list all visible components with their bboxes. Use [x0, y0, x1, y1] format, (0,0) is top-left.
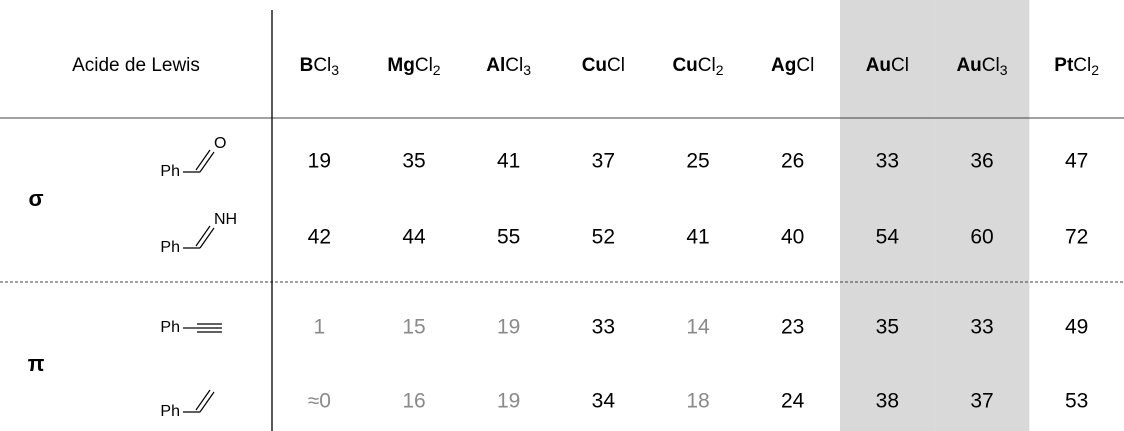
cell-value: 41 — [497, 150, 520, 173]
ligand: Cl — [796, 55, 814, 76]
cell-value: 23 — [781, 316, 804, 339]
cell-value: 47 — [1065, 150, 1088, 173]
metal: Ag — [771, 55, 796, 76]
cell-value: 52 — [592, 226, 615, 249]
cell-value: 34 — [592, 390, 616, 413]
column-header: MgCl2 — [387, 55, 440, 78]
ligand: Cl — [415, 55, 433, 76]
column-header: CuCl2 — [672, 55, 723, 78]
metal: Au — [956, 55, 981, 76]
cell-value: ≈0 — [308, 390, 331, 413]
bond — [199, 227, 215, 249]
metal: Pt — [1054, 55, 1074, 76]
metal: Cu — [672, 55, 697, 76]
cell-value: 26 — [781, 150, 804, 173]
heteroatom: NH — [214, 211, 237, 228]
subscript: 2 — [1091, 62, 1099, 78]
cell-value: 33 — [592, 316, 615, 339]
cell-value: 33 — [876, 150, 899, 173]
ligand: Cl — [1073, 55, 1091, 76]
cell-value: 15 — [402, 316, 425, 339]
cell-value: 35 — [402, 150, 425, 173]
cell-value: 19 — [308, 150, 331, 173]
substituent: Ph — [160, 239, 180, 256]
group-symbol: σ — [28, 186, 43, 211]
metal: Mg — [387, 55, 414, 76]
highlight-band — [934, 0, 1030, 431]
group-symbol: π — [28, 351, 45, 376]
column-header: AuCl — [866, 55, 909, 76]
cell-value: 37 — [970, 390, 993, 413]
cell-value: 72 — [1065, 226, 1088, 249]
ligand: Cl — [698, 55, 716, 76]
cell-value: 54 — [876, 226, 900, 249]
metal: Au — [866, 55, 891, 76]
column-header: AgCl — [771, 55, 814, 76]
bond — [195, 389, 211, 411]
highlight-band — [840, 0, 935, 431]
subscript: 3 — [1000, 62, 1008, 78]
substituent: Ph — [160, 403, 180, 420]
subscript: 2 — [433, 62, 441, 78]
cell-value: 60 — [970, 226, 993, 249]
column-header: AuCl3 — [956, 55, 1007, 78]
cell-value: 38 — [876, 390, 899, 413]
column-header: PtCl2 — [1054, 55, 1099, 78]
cell-value: 40 — [781, 226, 804, 249]
bond — [199, 391, 215, 413]
cell-value: 18 — [686, 390, 709, 413]
heteroatom: O — [214, 135, 226, 152]
ligand: Cl — [982, 55, 1000, 76]
header-label: Acide de Lewis — [72, 55, 200, 76]
cell-value: 36 — [970, 150, 993, 173]
column-header: BCl3 — [300, 55, 340, 78]
cell-value: 53 — [1065, 390, 1088, 413]
ligand: Cl — [313, 55, 331, 76]
cell-value: 19 — [497, 390, 520, 413]
cell-value: 55 — [497, 226, 520, 249]
bond — [195, 225, 211, 247]
cell-value: 37 — [592, 150, 615, 173]
column-header: CuCl — [582, 55, 625, 76]
cell-value: 1 — [313, 316, 325, 339]
cell-value: 42 — [308, 226, 331, 249]
ligand: Cl — [505, 55, 523, 76]
cell-value: 24 — [781, 390, 805, 413]
cell-value: 19 — [497, 316, 520, 339]
subscript: 3 — [523, 62, 531, 78]
cell-value: 44 — [402, 226, 426, 249]
ligand: Cl — [607, 55, 625, 76]
metal: B — [300, 55, 314, 76]
cell-value: 33 — [970, 316, 993, 339]
subscript: 3 — [331, 62, 339, 78]
cell-value: 14 — [686, 316, 710, 339]
cell-value: 35 — [876, 316, 899, 339]
cell-value: 41 — [686, 226, 709, 249]
cell-value: 49 — [1065, 316, 1088, 339]
subscript: 2 — [716, 62, 724, 78]
cell-value: 25 — [686, 150, 709, 173]
substituent: Ph — [160, 319, 180, 336]
metal: Al — [486, 55, 505, 76]
ligand: Cl — [891, 55, 909, 76]
cell-value: 16 — [402, 390, 425, 413]
column-header: AlCl3 — [486, 55, 531, 78]
substituent: Ph — [160, 163, 180, 180]
bond — [195, 149, 211, 171]
bond — [199, 151, 215, 173]
metal: Cu — [582, 55, 607, 76]
